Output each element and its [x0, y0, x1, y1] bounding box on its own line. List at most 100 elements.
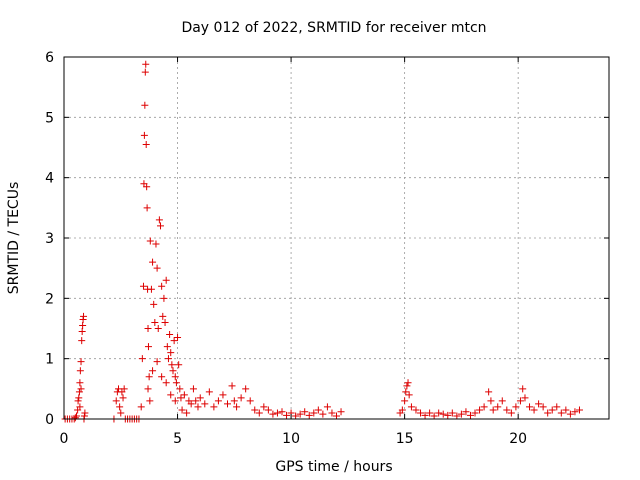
data-point: [161, 318, 169, 326]
data-point: [314, 406, 322, 414]
data-point: [172, 379, 180, 387]
data-point: [183, 409, 191, 417]
data-point: [530, 406, 538, 414]
data-point: [562, 406, 570, 414]
data-point: [175, 361, 183, 369]
data-point: [512, 403, 520, 411]
data-point: [494, 403, 502, 411]
data-point: [264, 406, 272, 414]
y-tick-label: 2: [45, 291, 54, 307]
data-point: [485, 388, 493, 396]
data-point: [480, 403, 488, 411]
data-point: [75, 388, 83, 396]
data-point: [214, 397, 222, 405]
data-point: [457, 410, 465, 418]
data-point: [147, 285, 155, 293]
data-point: [71, 414, 79, 422]
data-point: [171, 373, 179, 381]
data-point: [171, 397, 179, 405]
data-point: [403, 382, 411, 390]
data-point: [76, 367, 84, 375]
data-point: [453, 412, 461, 420]
data-point: [180, 391, 188, 399]
data-point: [516, 397, 524, 405]
data-point: [273, 409, 281, 417]
y-tick-label: 1: [45, 352, 54, 368]
data-point: [487, 397, 495, 405]
data-point: [237, 394, 245, 402]
data-point: [398, 406, 406, 414]
y-tick-label: 3: [45, 231, 54, 247]
data-point: [292, 412, 300, 420]
data-point: [79, 321, 87, 329]
data-point: [224, 400, 231, 408]
data-point: [471, 409, 479, 417]
data-point: [75, 394, 83, 402]
data-point: [170, 337, 178, 345]
data-point: [159, 312, 167, 320]
data-point: [246, 397, 254, 405]
data-point: [154, 325, 162, 332]
data-point: [189, 385, 197, 393]
x-axis-label: GPS time / hours: [275, 459, 392, 475]
data-point: [162, 276, 170, 284]
data-point: [444, 411, 452, 419]
data-point: [328, 409, 336, 417]
data-point: [152, 240, 160, 248]
data-point: [138, 355, 146, 363]
data-point: [242, 385, 250, 393]
y-tick-label: 6: [45, 50, 54, 66]
data-point: [233, 403, 241, 411]
data-point: [333, 412, 340, 420]
data-point: [157, 222, 165, 230]
data-point: [78, 328, 86, 336]
data-point: [78, 337, 86, 345]
data-point: [169, 367, 177, 375]
data-point: [76, 403, 84, 411]
data-point: [507, 409, 515, 417]
data-point: [205, 388, 213, 396]
data-point: [439, 410, 447, 418]
data-point: [228, 382, 236, 390]
axis-ticks: 0 1 2 3 4 5 6 0 5 10 15 20: [45, 50, 609, 447]
data-point: [310, 409, 318, 417]
data-point: [74, 397, 82, 405]
data-point: [521, 394, 529, 402]
data-point: [192, 397, 200, 405]
data-point: [489, 406, 497, 414]
data-point: [137, 403, 145, 411]
data-point: [462, 408, 470, 416]
data-point: [544, 409, 552, 417]
data-point: [430, 412, 438, 420]
data-point: [153, 264, 161, 272]
data-point: [117, 409, 125, 417]
data-point: [142, 140, 150, 148]
data-point: [162, 379, 170, 387]
data-point: [164, 355, 172, 363]
data-point: [178, 406, 186, 414]
data-point: [80, 312, 88, 320]
data-point: [210, 403, 218, 411]
data-point: [153, 358, 161, 366]
data-point: [535, 400, 543, 408]
data-point: [251, 406, 259, 414]
data-point: [144, 325, 152, 332]
data-point: [426, 409, 434, 417]
data-point: [177, 394, 185, 402]
data-point: [566, 410, 574, 418]
data-point: [194, 403, 202, 411]
data-point: [155, 216, 163, 224]
x-tick-label: 15: [396, 431, 414, 447]
data-point: [323, 403, 331, 411]
grid: [64, 57, 609, 419]
x-tick-label: 5: [173, 431, 182, 447]
data-point: [158, 373, 166, 381]
data-point: [149, 367, 157, 375]
data-point: [196, 394, 204, 402]
data-point: [163, 343, 171, 351]
data-point: [417, 409, 425, 417]
data-point: [557, 409, 565, 417]
data-point: [119, 394, 127, 402]
data-point: [143, 204, 151, 212]
